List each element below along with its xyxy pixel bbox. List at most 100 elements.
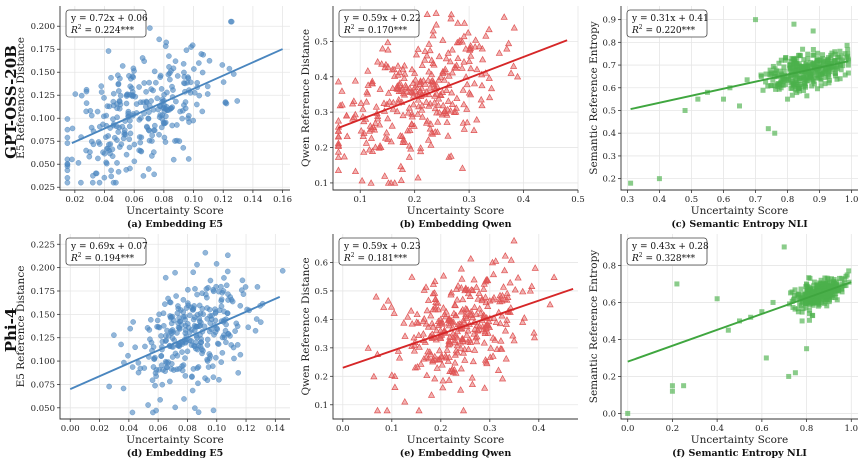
data-point	[162, 368, 168, 374]
data-point	[219, 62, 226, 68]
data-point	[215, 341, 222, 347]
y-axis-label: E5 Reference Distance	[15, 37, 27, 159]
data-point	[168, 361, 175, 367]
y-tick-label: 0.200	[31, 22, 55, 32]
data-point	[802, 76, 808, 82]
data-point	[432, 9, 440, 16]
data-point	[778, 57, 784, 63]
data-point	[123, 151, 130, 158]
data-point	[365, 127, 374, 134]
x-tick-label: 0.12	[214, 195, 233, 205]
data-point	[489, 270, 498, 278]
data-point	[408, 342, 416, 349]
data-point	[237, 302, 244, 309]
data-point	[164, 89, 170, 96]
regression-line	[342, 287, 574, 369]
data-point	[486, 93, 494, 101]
data-point	[469, 357, 477, 365]
data-point	[151, 171, 157, 178]
data-point	[472, 36, 480, 43]
data-point	[472, 283, 481, 290]
data-point	[447, 14, 455, 22]
data-point	[509, 62, 518, 69]
data-point	[448, 88, 456, 96]
data-point	[368, 79, 376, 87]
data-point	[156, 311, 162, 318]
data-point	[413, 318, 421, 325]
data-point	[804, 346, 810, 352]
data-point	[219, 289, 226, 296]
data-point	[219, 350, 226, 356]
data-point	[216, 376, 222, 383]
data-point	[483, 359, 491, 367]
data-point	[357, 127, 365, 134]
data-point	[436, 326, 445, 334]
data-point	[152, 354, 158, 361]
data-point	[481, 384, 489, 391]
data-point	[158, 86, 165, 92]
y-tick-label: 0.150	[31, 68, 55, 78]
data-point	[426, 124, 434, 132]
data-point	[69, 125, 76, 132]
data-point	[782, 57, 788, 63]
data-point	[445, 337, 453, 344]
data-point	[106, 141, 112, 148]
data-point	[245, 324, 252, 331]
data-point	[190, 316, 197, 323]
x-tick-label: 0.06	[149, 424, 168, 434]
data-point	[374, 57, 382, 65]
y-tick-label: 0.4	[602, 335, 616, 345]
data-point	[192, 405, 198, 411]
data-point	[146, 127, 153, 134]
data-point	[448, 317, 456, 324]
data-point	[799, 318, 805, 324]
data-point	[482, 32, 490, 39]
data-point	[438, 110, 446, 118]
data-point	[180, 145, 187, 151]
data-point	[459, 406, 468, 414]
data-point	[530, 333, 539, 341]
data-point	[832, 58, 838, 64]
data-point	[141, 80, 148, 86]
data-point	[64, 116, 71, 122]
data-point	[789, 65, 795, 71]
data-point	[786, 73, 792, 79]
data-point	[765, 126, 771, 132]
data-point	[801, 83, 807, 89]
data-point	[445, 376, 453, 383]
data-point	[404, 108, 412, 116]
data-point	[401, 398, 409, 405]
data-point	[343, 132, 351, 140]
data-point	[161, 134, 168, 141]
data-point	[776, 60, 782, 66]
data-point	[444, 132, 452, 139]
data-point	[359, 132, 367, 140]
data-point	[109, 146, 116, 153]
data-point	[393, 82, 402, 89]
data-point	[490, 293, 498, 301]
data-point	[807, 285, 813, 291]
data-point	[510, 336, 518, 344]
data-point	[232, 328, 238, 334]
data-point	[785, 96, 791, 102]
data-point	[462, 304, 470, 312]
data-point	[800, 66, 806, 72]
data-point	[431, 289, 439, 296]
data-point	[180, 297, 187, 303]
data-point	[115, 129, 122, 135]
data-point	[457, 264, 465, 272]
data-point	[222, 99, 229, 105]
panel-caption: (e) Embedding Qwen	[400, 448, 512, 459]
data-point	[501, 326, 510, 334]
data-point	[820, 65, 826, 71]
annotation-box	[626, 9, 708, 38]
data-point	[103, 159, 109, 166]
data-point	[150, 87, 156, 94]
data-point	[776, 81, 782, 87]
data-point	[782, 77, 788, 83]
data-point	[480, 280, 488, 287]
y-tick-label: 0.050	[31, 404, 55, 414]
annotation-box	[65, 237, 147, 266]
y-tick-label: 0.125	[31, 334, 55, 344]
data-point	[427, 141, 435, 148]
